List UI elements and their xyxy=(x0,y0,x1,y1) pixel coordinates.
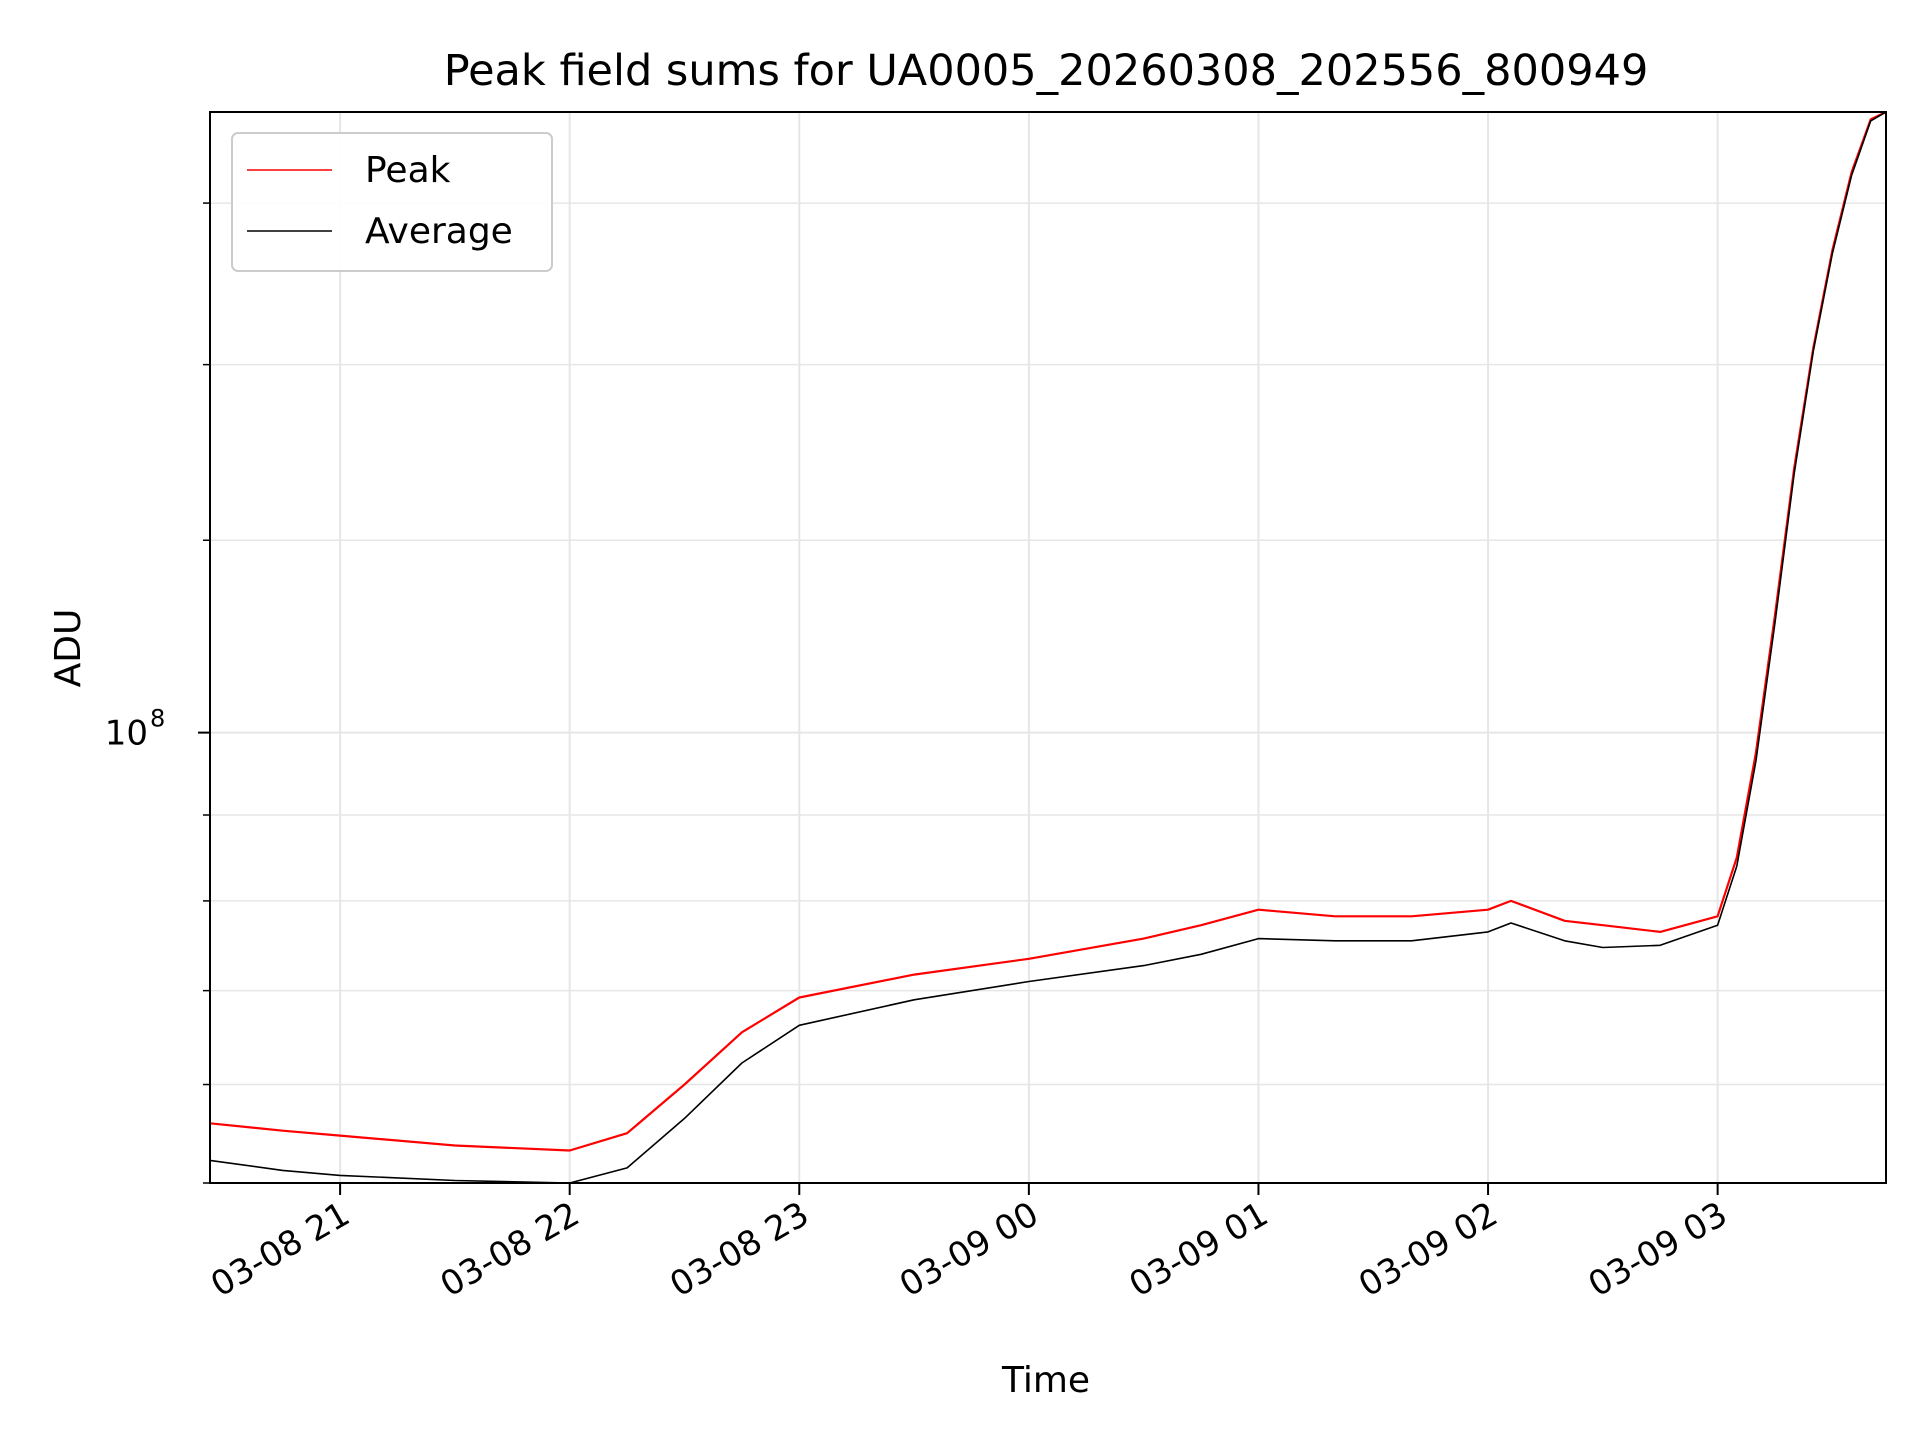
series-line-average xyxy=(210,112,1886,1183)
y-axis-label: ADU xyxy=(48,609,89,688)
x-axis-label: Time xyxy=(1001,1360,1090,1401)
y-tick-label: 10 xyxy=(105,714,148,754)
y-tick-label-base: 10 xyxy=(105,714,148,754)
plot-series xyxy=(210,112,1886,1183)
legend: Peak Average xyxy=(231,132,553,272)
legend-label-average: Average xyxy=(365,211,513,252)
legend-label-peak: Peak xyxy=(365,150,451,191)
series-line-peak xyxy=(210,112,1886,1152)
legend-box xyxy=(231,132,553,272)
plot-frame xyxy=(209,111,1887,1184)
y-tick-label-exponent: 8 xyxy=(150,705,165,733)
chart-title: Peak field sums for UA0005_20260308_2025… xyxy=(444,46,1649,96)
